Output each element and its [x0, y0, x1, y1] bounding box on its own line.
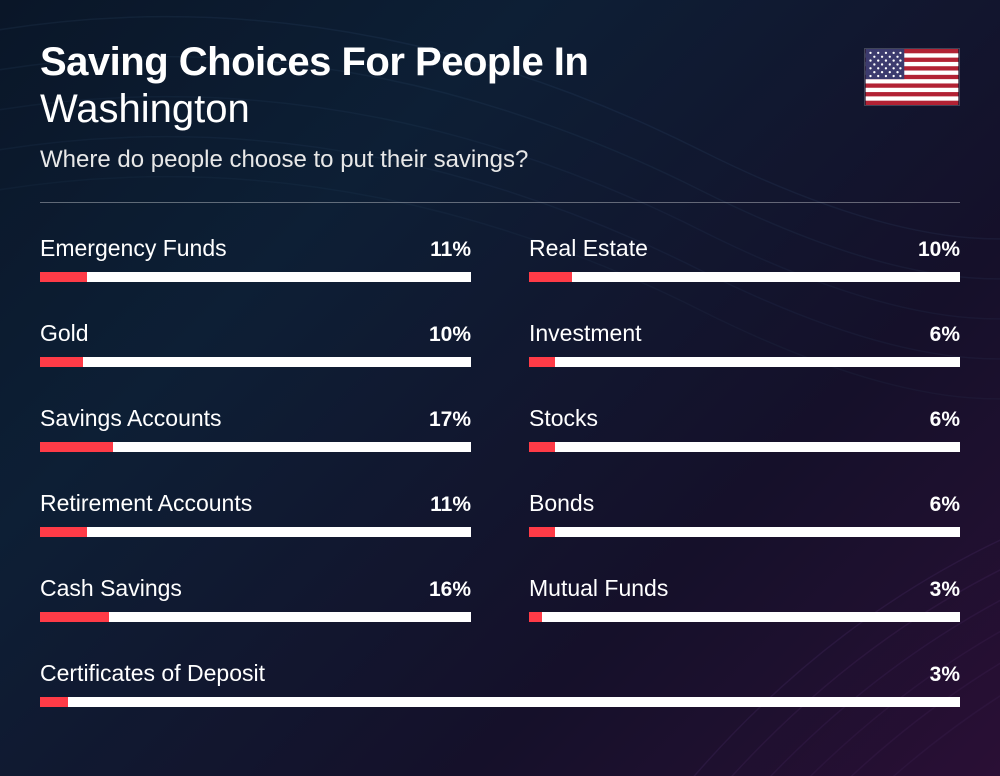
bar-fill: [40, 357, 83, 367]
bar-value: 17%: [429, 408, 471, 432]
divider: [40, 202, 960, 203]
subtitle: Where do people choose to put their savi…: [40, 146, 960, 174]
bar-item: Investment 6%: [529, 320, 960, 367]
us-flag-icon: [864, 48, 960, 106]
bar-label: Mutual Funds: [529, 575, 668, 602]
bar-item-row: Certificates of Deposit 3%: [40, 660, 960, 687]
bar-item-row: Investment 6%: [529, 320, 960, 347]
bar-track: [40, 442, 471, 452]
bar-track: [529, 272, 960, 282]
bar-label: Cash Savings: [40, 575, 182, 602]
bar-item: Mutual Funds 3%: [529, 575, 960, 622]
bar-value: 11%: [430, 493, 471, 517]
bar-item-row: Retirement Accounts 11%: [40, 490, 471, 517]
bar-fill: [529, 272, 572, 282]
header: Saving Choices For People In Washington …: [40, 40, 960, 174]
bar-value: 6%: [930, 408, 960, 432]
bar-label: Real Estate: [529, 235, 648, 262]
bar-track: [40, 697, 960, 707]
bar-track: [529, 612, 960, 622]
bar-grid: Emergency Funds 11% Real Estate 10% Gold 10% I…: [40, 235, 960, 707]
bar-fill: [40, 272, 87, 282]
bar-item: Cash Savings 16%: [40, 575, 471, 622]
bar-label: Bonds: [529, 490, 594, 517]
bar-fill: [529, 357, 555, 367]
bar-item-row: Stocks 6%: [529, 405, 960, 432]
bar-value: 16%: [429, 578, 471, 602]
bar-value: 6%: [930, 323, 960, 347]
bar-fill: [40, 612, 109, 622]
bar-track: [40, 527, 471, 537]
title-line-2: Washington: [40, 87, 960, 132]
bar-item: Certificates of Deposit 3%: [40, 660, 960, 707]
bar-label: Stocks: [529, 405, 598, 432]
bar-track: [529, 357, 960, 367]
bar-item: Real Estate 10%: [529, 235, 960, 282]
bar-value: 3%: [930, 663, 960, 687]
bar-value: 3%: [930, 578, 960, 602]
bar-item-row: Emergency Funds 11%: [40, 235, 471, 262]
bar-item: Retirement Accounts 11%: [40, 490, 471, 537]
bar-label: Emergency Funds: [40, 235, 227, 262]
bar-fill: [529, 612, 542, 622]
bar-fill: [40, 442, 113, 452]
bar-item-row: Cash Savings 16%: [40, 575, 471, 602]
bar-label: Retirement Accounts: [40, 490, 252, 517]
bar-fill: [40, 527, 87, 537]
title-line-1: Saving Choices For People In: [40, 40, 960, 85]
bar-value: 10%: [429, 323, 471, 347]
bar-track: [40, 357, 471, 367]
bar-item: Stocks 6%: [529, 405, 960, 452]
bar-track: [40, 272, 471, 282]
bar-label: Investment: [529, 320, 642, 347]
bar-fill: [529, 527, 555, 537]
bar-label: Certificates of Deposit: [40, 660, 265, 687]
bar-item: Emergency Funds 11%: [40, 235, 471, 282]
bar-item: Gold 10%: [40, 320, 471, 367]
bar-item-row: Mutual Funds 3%: [529, 575, 960, 602]
bar-value: 11%: [430, 238, 471, 262]
bar-item: Bonds 6%: [529, 490, 960, 537]
bar-track: [40, 612, 471, 622]
bar-label: Gold: [40, 320, 89, 347]
infographic-container: Saving Choices For People In Washington …: [0, 0, 1000, 737]
bar-item-row: Bonds 6%: [529, 490, 960, 517]
bar-fill: [529, 442, 555, 452]
bar-label: Savings Accounts: [40, 405, 222, 432]
bar-track: [529, 442, 960, 452]
bar-item-row: Savings Accounts 17%: [40, 405, 471, 432]
bar-item-row: Gold 10%: [40, 320, 471, 347]
bar-fill: [40, 697, 68, 707]
bar-item: Savings Accounts 17%: [40, 405, 471, 452]
bar-track: [529, 527, 960, 537]
bar-value: 10%: [918, 238, 960, 262]
bar-value: 6%: [930, 493, 960, 517]
bar-item-row: Real Estate 10%: [529, 235, 960, 262]
